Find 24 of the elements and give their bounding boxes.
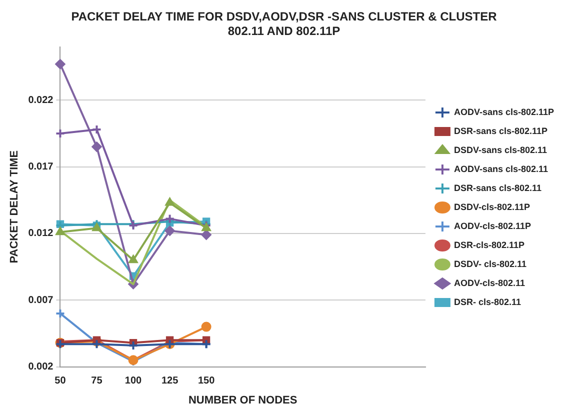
- x-tick-label: 75: [91, 376, 103, 387]
- legend-label: DSDV-sans cls-802.11: [454, 144, 548, 155]
- y-tick-label: 0.022: [28, 94, 54, 106]
- legend-label: AODV-sans cls-802.11: [454, 164, 548, 174]
- y-tick-label: 0.002: [28, 362, 54, 373]
- legend-label: AODV-sans cls-802.11P: [454, 106, 554, 117]
- legend-label: AODV-cls-802.11: [454, 278, 525, 288]
- x-tick-label: 50: [54, 376, 66, 387]
- x-axis-title: NUMBER OF NODES: [188, 394, 298, 406]
- y-tick-label: 0.007: [28, 294, 54, 306]
- y-tick-label: 0.017: [28, 162, 54, 173]
- legend-label: DSR-sans cls-802.11: [454, 182, 542, 193]
- x-tick-label: 150: [198, 376, 216, 387]
- legend-label: DSR-cls-802.11P: [454, 240, 524, 250]
- legend-label: DSDV- cls-802.11: [454, 258, 526, 269]
- legend-label: DSDV-cls-802.11P: [454, 202, 530, 212]
- chart-title: PACKET DELAY TIME FOR DSDV,AODV,DSR -SANS CLUSTER & CLUSTER 802.11 AND 802.11P: [71, 10, 498, 38]
- x-tick-label: 100: [124, 376, 142, 387]
- y-tick-label: 0.012: [28, 228, 54, 240]
- legend-label: AODV-cls-802.11P: [454, 220, 531, 231]
- y-axis-title: PACKET DELAY TIME: [8, 150, 21, 264]
- legend-label: DSR-sans cls-802.11P: [454, 126, 548, 136]
- x-tick-label: 125: [161, 376, 179, 387]
- legend-label: DSR- cls-802.11: [454, 296, 521, 307]
